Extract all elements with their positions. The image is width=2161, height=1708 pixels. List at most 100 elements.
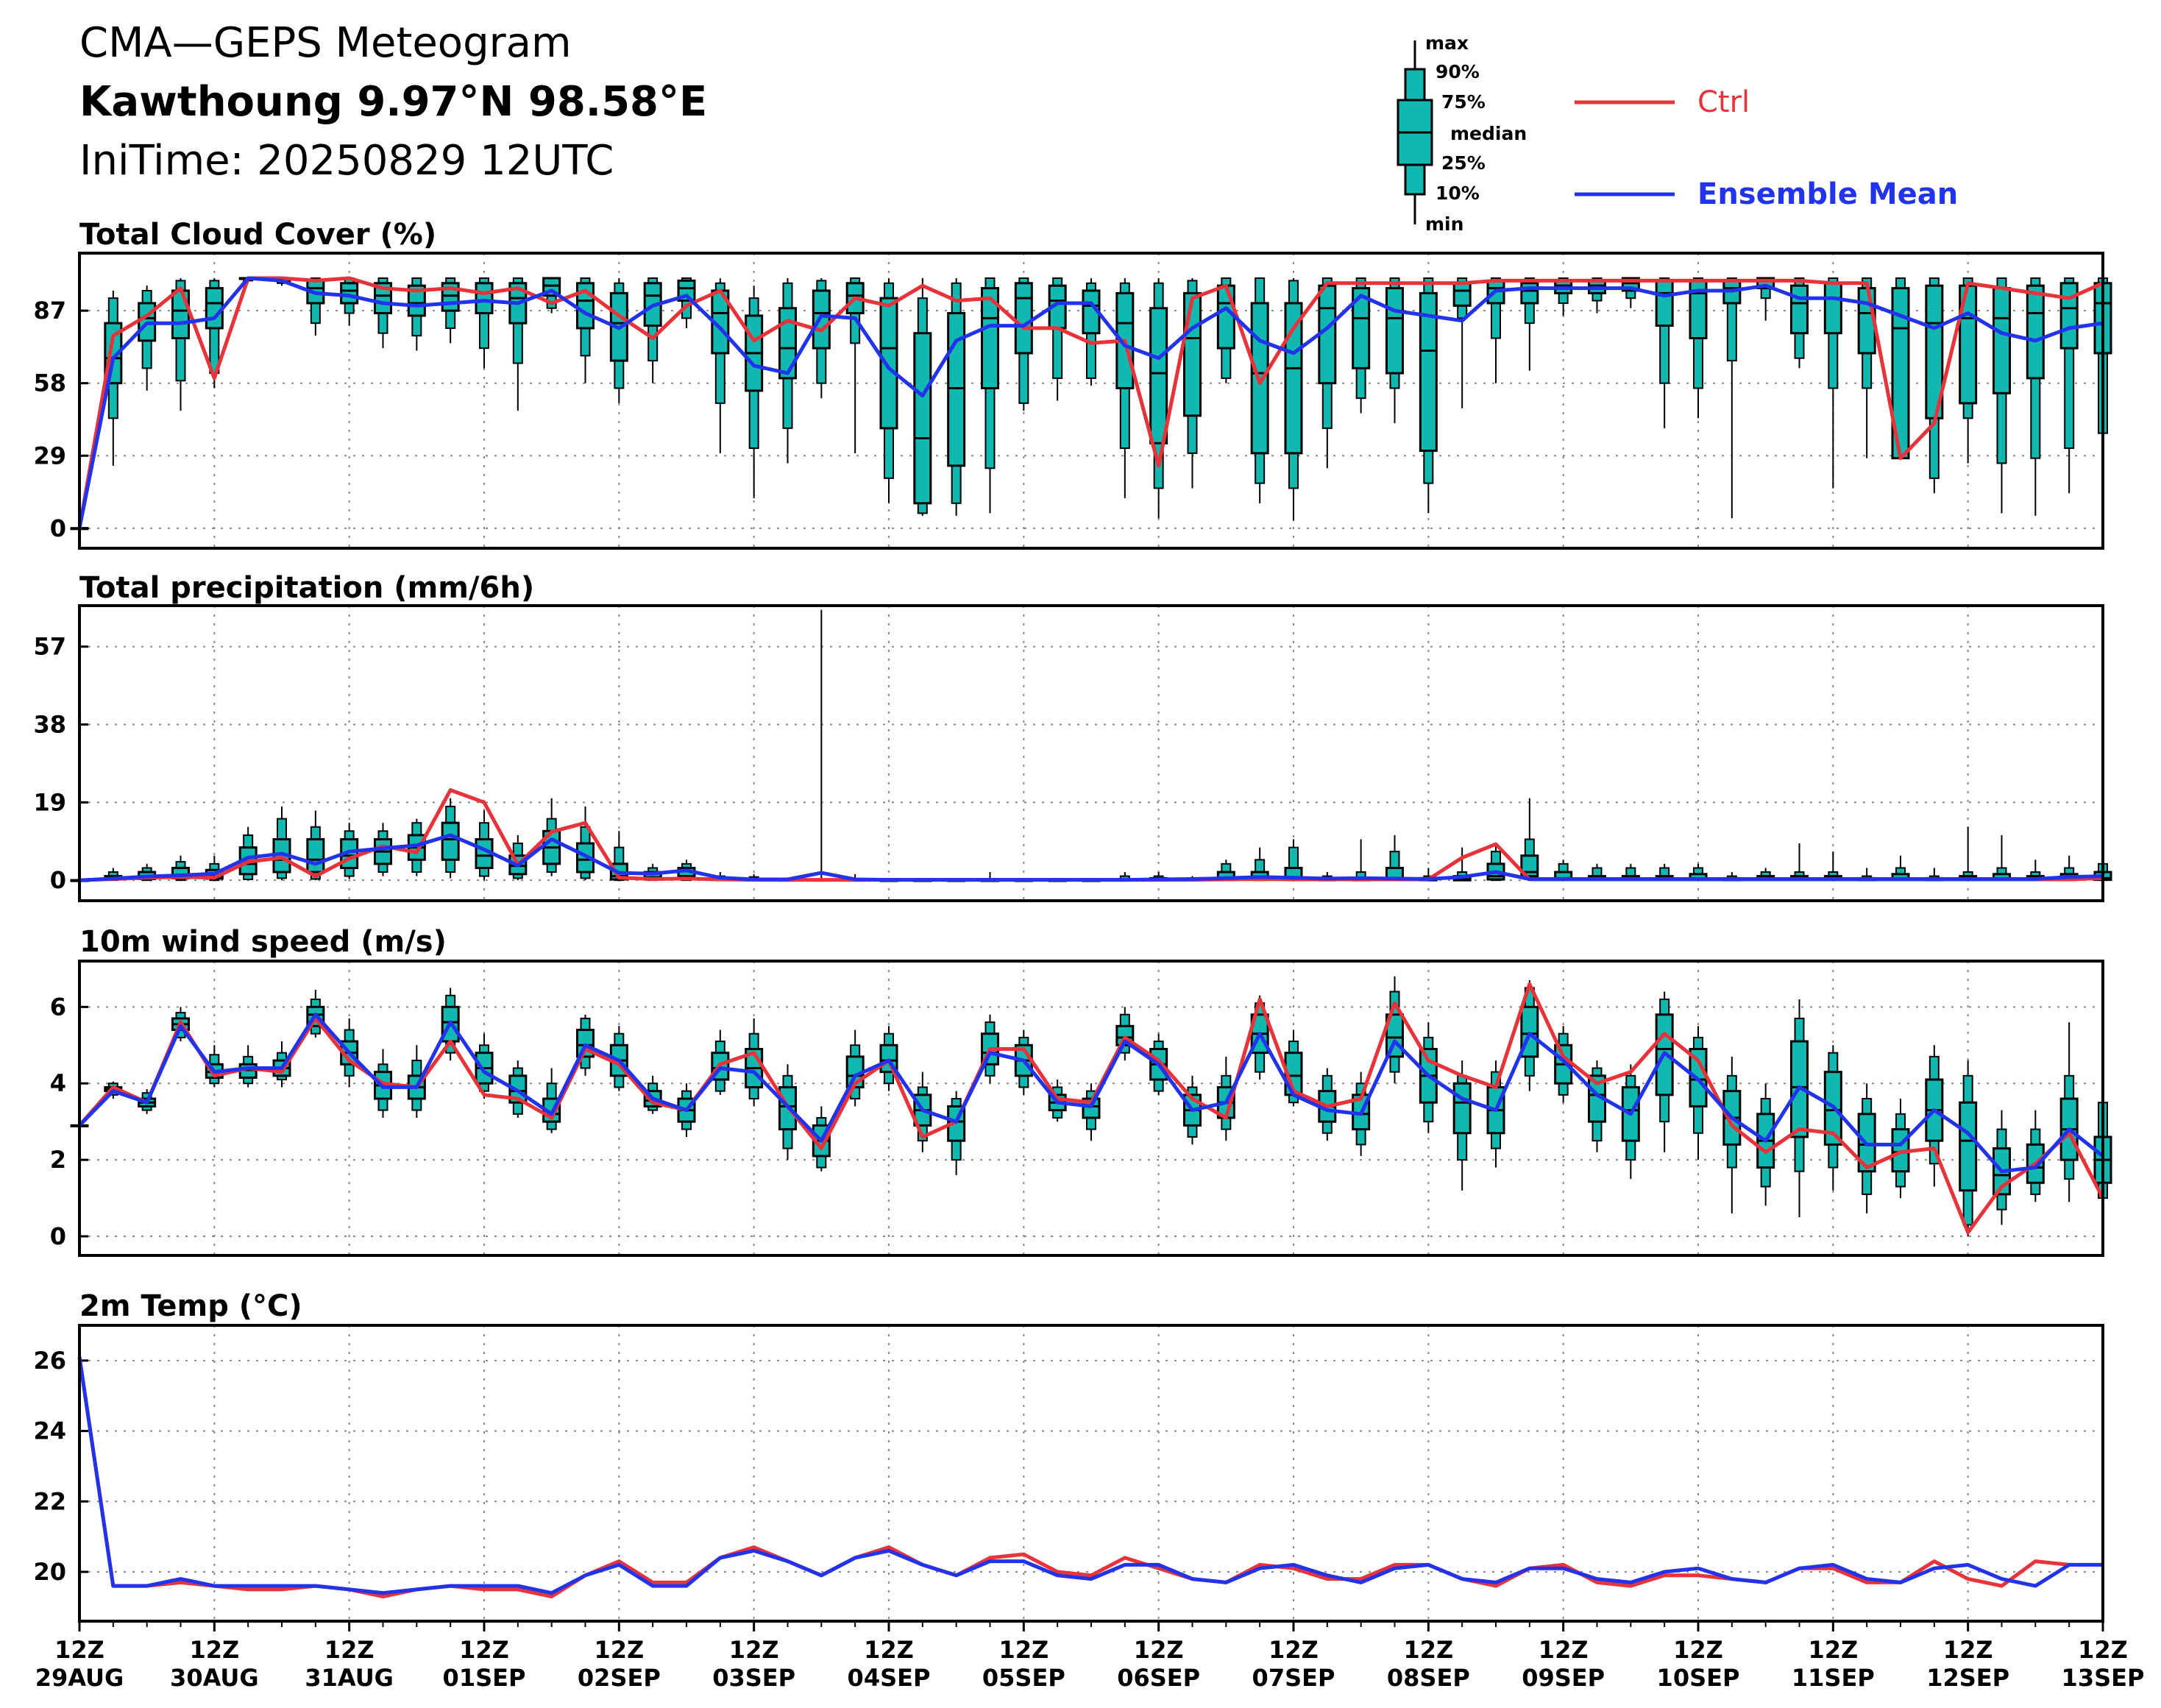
y-tick-label: 2 [50, 1146, 66, 1174]
box-plot [947, 277, 966, 516]
box-inner [1385, 287, 1404, 375]
box-plot [879, 277, 898, 503]
x-tick-label-date: 11SEP [1792, 1664, 1875, 1692]
box-plot [1689, 1026, 1708, 1160]
box-plot [1149, 277, 1168, 519]
x-tick-label-date: 29AUG [35, 1664, 124, 1692]
box-inner [1452, 1082, 1472, 1135]
box-inner [340, 282, 359, 305]
box-inner [1419, 291, 1438, 452]
box-inner [1655, 279, 1674, 327]
box-plot [1452, 277, 1472, 408]
x-tick-label-date: 30AUG [170, 1664, 259, 1692]
init-time-label: IniTime: 20250829 12UTC [79, 137, 614, 185]
y-tick-label: 0 [50, 1222, 66, 1250]
box-plot [1891, 855, 1910, 882]
box-inner [171, 289, 190, 340]
box-plot [1621, 1064, 1640, 1180]
box-plot [1655, 991, 1674, 1152]
box-inner [475, 282, 494, 315]
legend-mean-label: Ensemble Mean [1697, 177, 1958, 211]
y-tick-label: 26 [33, 1347, 66, 1375]
box-plot [1823, 1045, 1842, 1191]
box-inner [879, 297, 898, 430]
box-plot [1655, 277, 1674, 428]
box-plot [138, 286, 157, 391]
x-tick-label-date: 06SEP [1117, 1664, 1200, 1692]
x-tick-label-date: 13SEP [2062, 1664, 2145, 1692]
box-plot [711, 277, 730, 453]
x-tick-label-time: 12Z [864, 1636, 914, 1664]
x-tick-label-date: 31AUG [305, 1664, 394, 1692]
x-tick-label-time: 12Z [324, 1636, 375, 1664]
box-plot [981, 277, 999, 514]
box-plot [374, 277, 392, 349]
box-inner [1183, 291, 1202, 417]
box-inner [441, 821, 460, 861]
box-inner [812, 289, 831, 350]
box-plot [1621, 277, 1640, 308]
x-tick-label-time: 12Z [54, 1636, 104, 1664]
x-tick-label-time: 12Z [1808, 1636, 1858, 1664]
box-plot [1284, 839, 1303, 882]
legend-p10-label: 10% [1436, 183, 1480, 204]
box-plot [205, 277, 224, 389]
x-tick-label-date: 10SEP [1657, 1664, 1740, 1692]
box-plot [1554, 860, 1573, 882]
x-tick-label-time: 12Z [1134, 1636, 1184, 1664]
x-tick-label-time: 12Z [1943, 1636, 1993, 1664]
y-tick-label: 57 [33, 633, 66, 661]
box-legend: max 90% 75% median 25% 10% min [1397, 32, 1527, 235]
box-plot [1857, 1083, 1876, 1213]
panel-1: 0 19 38 57 [33, 604, 2112, 902]
y-tick-label: 20 [33, 1558, 66, 1586]
legend-p75-label: 75% [1441, 91, 1486, 113]
x-tick-label-date: 12SEP [1926, 1664, 2009, 1692]
panel-title-temp: 2m Temp (°C) [79, 1289, 302, 1323]
box-plot [1419, 277, 1438, 514]
box-plot [913, 277, 932, 516]
box-plot [947, 1091, 966, 1175]
box-inner [981, 287, 999, 390]
box-plot [1588, 277, 1606, 313]
box-inner [913, 332, 932, 505]
box-plot [609, 277, 628, 403]
box-plot [1486, 1060, 1505, 1168]
legend-p25-label: 25% [1441, 152, 1486, 174]
box-plot [306, 277, 325, 336]
box-plot [1385, 834, 1404, 882]
box-inner [1959, 1101, 1978, 1192]
box-inner [2059, 282, 2079, 350]
box-inner [1790, 284, 1809, 335]
box-plot [238, 1045, 258, 1088]
box-plot [1520, 798, 1539, 881]
box-plot [812, 609, 831, 882]
box-plot [1925, 277, 1944, 494]
box-plot [1722, 1056, 1742, 1213]
box-plot [2026, 1110, 2045, 1202]
box-plot [1352, 839, 1371, 882]
panel-0: 0 29 58 87 [33, 252, 2112, 550]
box-plot [1993, 834, 2011, 882]
x-tick-label-date: 08SEP [1387, 1664, 1470, 1692]
x-tick-label-time: 12Z [998, 1636, 1048, 1664]
box-plot [879, 1026, 898, 1091]
chart-title: CMA—GEPS Meteogram [79, 19, 572, 67]
mean-series-line [79, 833, 2104, 882]
x-tick-label-time: 12Z [1268, 1636, 1319, 1664]
x-tick-label-time: 12Z [1539, 1636, 1589, 1664]
x-tick-label-date: 01SEP [443, 1664, 526, 1692]
box-inner [306, 837, 325, 874]
mean-series-line [78, 1013, 2104, 1174]
x-tick-label-time: 12Z [1403, 1636, 1453, 1664]
x-tick-label-time: 12Z [459, 1636, 509, 1664]
line-legend: Ctrl Ensemble Mean [1575, 85, 1958, 211]
box-inner [947, 312, 966, 467]
x-tick-label-time: 12Z [189, 1636, 239, 1664]
box-plot [1318, 277, 1337, 469]
box-plot [1993, 277, 2011, 514]
box-plot [441, 798, 460, 879]
box-plot [171, 277, 190, 411]
box-plot [1014, 277, 1033, 411]
